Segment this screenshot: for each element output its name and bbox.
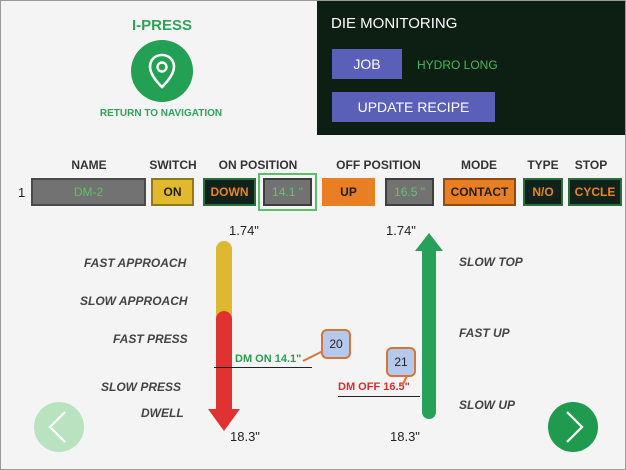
dm-off-bubble[interactable]: 21 — [386, 347, 416, 377]
dm-off-callout-line — [401, 375, 408, 387]
die-name-field[interactable]: DM-2 — [31, 178, 146, 206]
app-title: I-PRESS — [131, 17, 192, 34]
on-direction-button[interactable]: DOWN — [203, 178, 256, 206]
down-stroke-bottom-value: 18.3" — [230, 429, 260, 444]
header-type: TYPE — [527, 158, 559, 172]
panel-title: DIE MONITORING — [331, 15, 458, 32]
return-to-navigation-button[interactable] — [131, 40, 193, 102]
up-stroke-bottom-value: 18.3" — [390, 429, 420, 444]
chevron-right-icon — [566, 411, 584, 443]
off-position-field[interactable]: 16.5 " — [385, 178, 434, 206]
return-segment — [422, 247, 436, 419]
dm-on-marker-line — [214, 367, 312, 368]
header-switch: SWITCH — [149, 158, 197, 172]
on-position-field[interactable]: 14.1 " — [263, 178, 312, 206]
stage-slow-top: SLOW TOP — [459, 255, 523, 269]
header-stop: STOP — [574, 158, 608, 172]
dm-on-bubble[interactable]: 20 — [321, 329, 351, 359]
job-value: HYDRO LONG — [417, 58, 498, 72]
down-arrow-icon — [208, 409, 240, 431]
location-pin-icon — [148, 53, 176, 89]
type-button[interactable]: N/O — [523, 178, 563, 206]
header-name: NAME — [71, 158, 107, 172]
stage-fast-approach: FAST APPROACH — [84, 256, 187, 270]
stage-slow-approach: SLOW APPROACH — [80, 294, 188, 308]
update-recipe-button[interactable]: UPDATE RECIPE — [332, 92, 495, 122]
stage-fast-up: FAST UP — [459, 326, 510, 340]
next-page-button[interactable] — [548, 402, 598, 452]
header-on-position: ON POSITION — [218, 158, 298, 172]
die-monitoring-panel: DIE MONITORING JOB HYDRO LONG UPDATE REC… — [317, 1, 625, 135]
off-direction-button[interactable]: UP — [322, 178, 375, 206]
approach-segment — [216, 241, 232, 319]
job-button[interactable]: JOB — [332, 49, 402, 79]
stop-button[interactable]: CYCLE — [568, 178, 622, 206]
dm-on-label: DM ON 14.1" — [235, 353, 302, 365]
dm-on-callout-line — [302, 350, 324, 362]
up-arrow-icon — [415, 233, 443, 251]
mode-button[interactable]: CONTACT — [443, 178, 516, 206]
dm-off-label: DM OFF 16.5" — [338, 381, 410, 393]
header-off-position: OFF POSITION — [336, 158, 421, 172]
down-stroke-top-value: 1.74" — [229, 223, 259, 238]
up-stroke-top-value: 1.74" — [386, 223, 416, 238]
row-number: 1 — [18, 185, 26, 200]
on-position-focus-ring — [258, 173, 317, 211]
stage-slow-up: SLOW UP — [459, 398, 515, 412]
stage-slow-press: SLOW PRESS — [101, 380, 182, 394]
stage-dwell: DWELL — [141, 406, 184, 420]
switch-toggle[interactable]: ON — [151, 178, 194, 206]
previous-page-button[interactable] — [34, 402, 84, 452]
dm-off-marker-line — [338, 396, 420, 397]
return-to-navigation-link[interactable]: RETURN TO NAVIGATION — [99, 108, 223, 119]
press-segment — [216, 311, 232, 413]
stage-fast-press: FAST PRESS — [113, 332, 188, 346]
header-mode: MODE — [461, 158, 497, 172]
chevron-left-icon — [48, 411, 66, 443]
